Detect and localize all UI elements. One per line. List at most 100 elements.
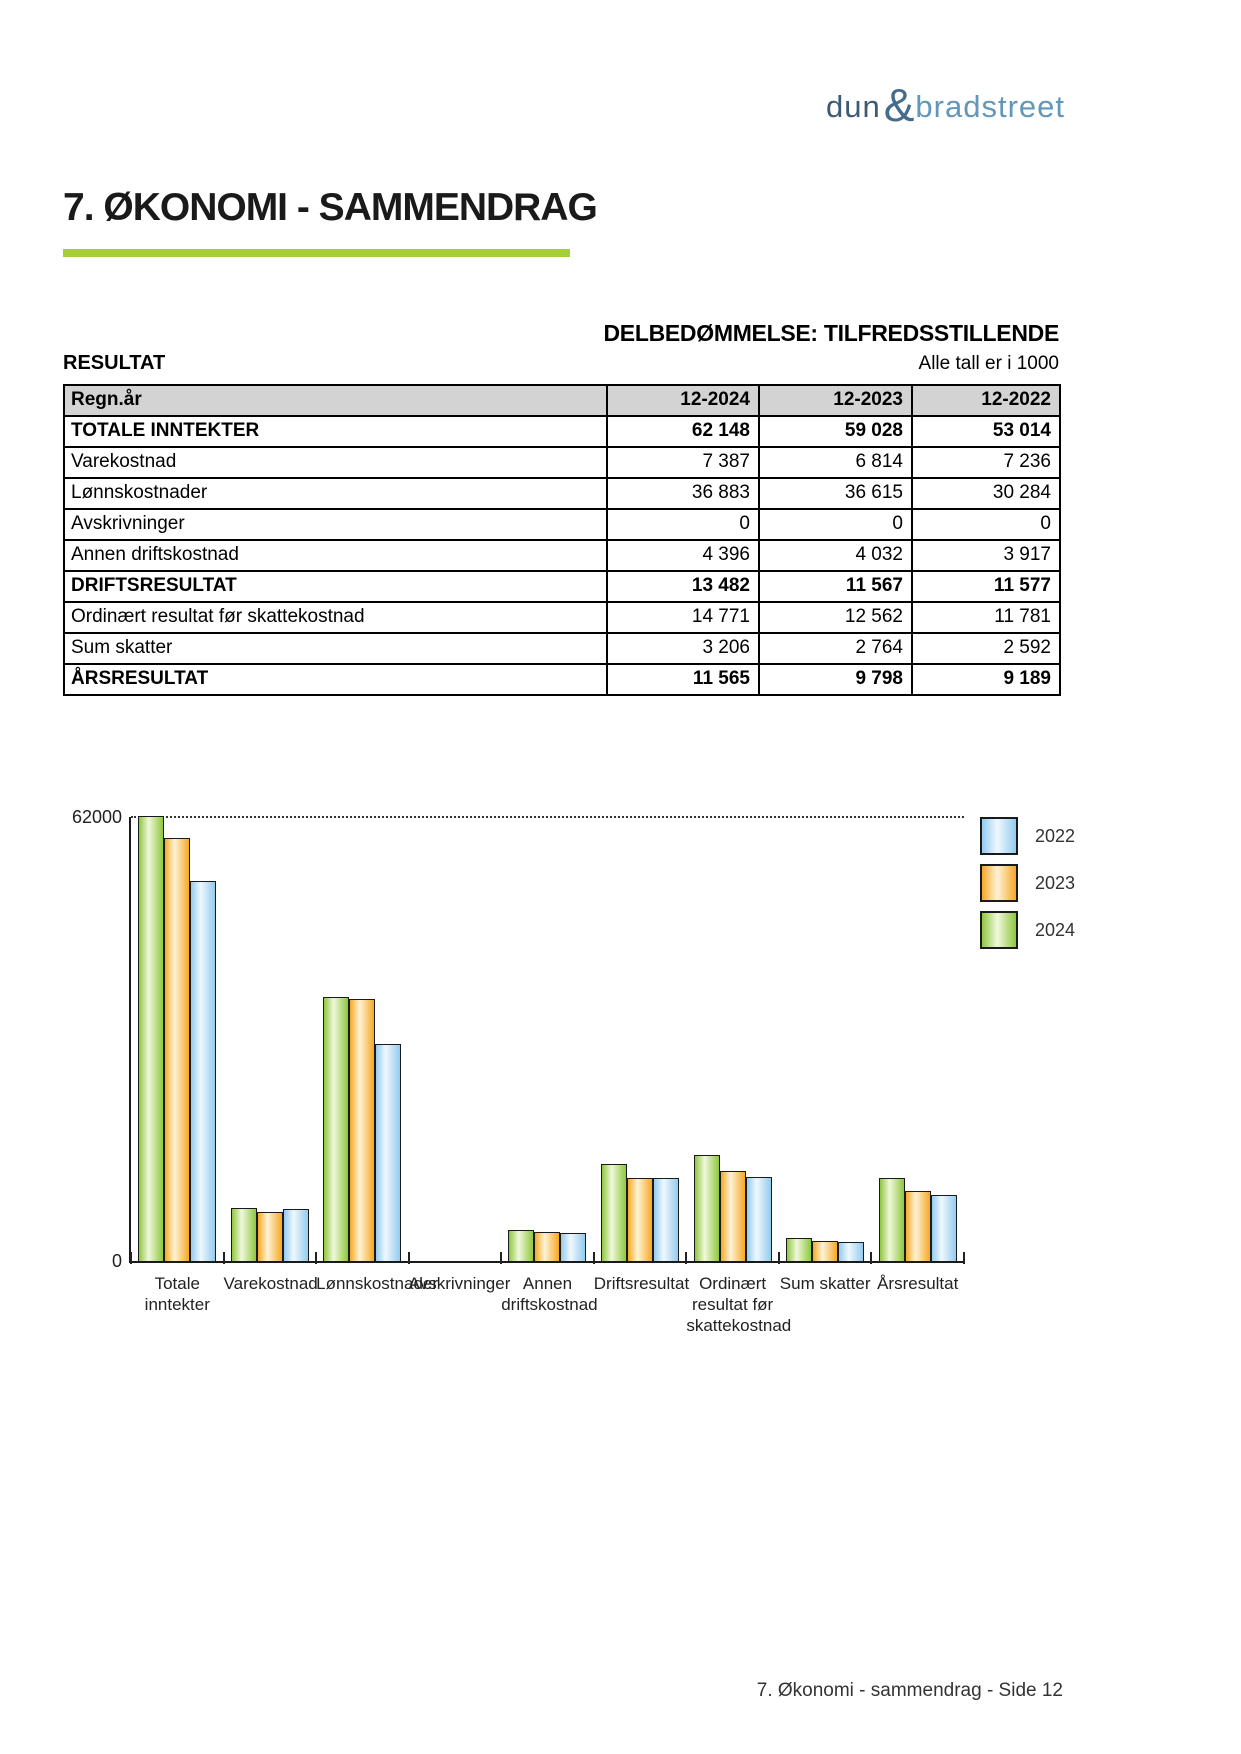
row-value: 4 032 bbox=[758, 539, 913, 572]
legend-label: 2024 bbox=[1035, 919, 1076, 940]
x-axis-tick bbox=[500, 1252, 503, 1264]
bar-2023 bbox=[164, 838, 191, 1261]
table-row: DRIFTSRESULTAT 13 482 11 567 11 577 bbox=[63, 570, 1061, 603]
table-row: ÅRSRESULTAT 11 565 9 798 9 189 bbox=[63, 663, 1061, 696]
legend-item-2022: 2022 bbox=[980, 817, 1076, 855]
bar-2023 bbox=[719, 1171, 746, 1261]
row-value: 62 148 bbox=[606, 415, 760, 448]
x-axis-category-label: Avskrivninger bbox=[408, 1273, 511, 1294]
page-title: 7. ØKONOMI - SAMMENDRAG bbox=[63, 186, 598, 229]
row-value: 30 284 bbox=[911, 477, 1061, 510]
x-axis-label-line: Sum skatter bbox=[779, 1274, 871, 1293]
results-table: Regn.år 12-2024 12-2023 12-2022 TOTALE INNT… bbox=[63, 384, 1061, 696]
bar-group-2 bbox=[224, 817, 317, 1261]
x-axis-tick bbox=[130, 1252, 132, 1264]
row-value: 14 771 bbox=[606, 601, 760, 634]
x-axis-label-line: Lønnskostnader bbox=[316, 1274, 439, 1293]
x-axis-label-line: Ordinært bbox=[699, 1274, 767, 1293]
bar-2022 bbox=[190, 881, 217, 1261]
bar-2022 bbox=[375, 1044, 402, 1261]
gridline-62000 bbox=[131, 816, 964, 818]
bar-group-4 bbox=[409, 817, 502, 1261]
row-value: 7 236 bbox=[911, 446, 1061, 479]
bar-2024 bbox=[786, 1238, 813, 1261]
table-row: Ordinært resultat før skattekostnad 14 77… bbox=[63, 601, 1061, 634]
row-value: 36 883 bbox=[606, 477, 760, 510]
row-label: DRIFTSRESULTAT bbox=[63, 570, 608, 603]
bar-group-6 bbox=[594, 817, 687, 1261]
bar-group-8 bbox=[779, 817, 872, 1261]
row-value: 53 014 bbox=[911, 415, 1061, 448]
row-value: 0 bbox=[758, 508, 913, 541]
x-axis-tick bbox=[870, 1252, 873, 1264]
bar-2024 bbox=[138, 816, 165, 1261]
bar-2024 bbox=[323, 997, 350, 1261]
row-value: 36 615 bbox=[758, 477, 913, 510]
x-axis-category-label: Lønnskostnader bbox=[316, 1273, 439, 1294]
row-value: 0 bbox=[606, 508, 760, 541]
x-axis-label-line: driftskostnad bbox=[501, 1295, 598, 1314]
row-value: 0 bbox=[911, 508, 1061, 541]
title-accent-rule bbox=[63, 249, 570, 257]
bar-2023 bbox=[627, 1178, 654, 1261]
row-value: 3 917 bbox=[911, 539, 1061, 572]
row-label: Sum skatter bbox=[63, 632, 608, 665]
x-axis-label-line: Annen bbox=[522, 1274, 573, 1293]
x-axis-category-label: Annen driftskostnad bbox=[501, 1273, 598, 1315]
x-axis-tick bbox=[315, 1252, 318, 1264]
table-row: Varekostnad 7 387 6 814 7 236 bbox=[63, 446, 1061, 479]
bar-2022 bbox=[838, 1242, 865, 1261]
row-label: TOTALE INNTEKTER bbox=[63, 415, 608, 448]
bar-2024 bbox=[693, 1155, 720, 1261]
page-footer: 7. Økonomi - sammendrag - Side 12 bbox=[756, 1680, 1063, 1701]
x-axis-tick bbox=[222, 1252, 225, 1264]
x-axis-tick bbox=[592, 1252, 595, 1264]
row-label: Varekostnad bbox=[63, 446, 608, 479]
y-axis-zero-label: 0 bbox=[111, 1251, 122, 1271]
legend-item-2024: 2024 bbox=[980, 911, 1076, 949]
row-value: 7 387 bbox=[606, 446, 760, 479]
legend-item-2023: 2023 bbox=[980, 864, 1076, 902]
x-axis-label-line: Totale bbox=[154, 1274, 200, 1293]
bar-2023 bbox=[534, 1232, 561, 1261]
legend-label: 2022 bbox=[1035, 825, 1076, 846]
results-table-body: TOTALE INNTEKTER 62 148 59 028 53 014 Vareko… bbox=[63, 415, 1061, 696]
row-value: 11 781 bbox=[911, 601, 1061, 634]
logo-text-dun: dun bbox=[826, 89, 881, 124]
row-value: 9 798 bbox=[758, 663, 913, 696]
bar-2024 bbox=[878, 1178, 905, 1261]
row-value: 11 565 bbox=[606, 663, 760, 696]
y-axis-line bbox=[129, 817, 131, 1263]
row-label: Annen driftskostnad bbox=[63, 539, 608, 572]
x-axis-label-line: Avskrivninger bbox=[408, 1274, 511, 1293]
x-axis-category-label: Ordinært resultat før skattekostnad bbox=[686, 1273, 791, 1336]
x-axis-category-label: Driftsresultat bbox=[594, 1273, 689, 1294]
legend-label: 2023 bbox=[1035, 872, 1076, 893]
table-header-row: Regn.år 12-2024 12-2023 12-2022 bbox=[63, 384, 1061, 417]
x-axis-label-line: resultat før bbox=[691, 1295, 774, 1314]
bar-2022 bbox=[282, 1209, 309, 1261]
x-axis-category-label: Totale inntekter bbox=[131, 1273, 224, 1315]
logo-ampersand-icon: & bbox=[883, 79, 915, 131]
row-value: 9 189 bbox=[911, 663, 1061, 696]
results-table-header: Regn.år 12-2024 12-2023 12-2022 bbox=[63, 384, 1061, 417]
x-axis-category-label: Varekostnad bbox=[223, 1273, 318, 1294]
y-axis-max-label: 62000 bbox=[71, 807, 122, 827]
row-label: Ordinært resultat før skattekostnad bbox=[63, 601, 608, 634]
x-axis-category-label: Årsresultat bbox=[871, 1273, 964, 1294]
x-axis-tick bbox=[685, 1252, 688, 1264]
section-label: RESULTAT bbox=[63, 352, 166, 374]
x-axis-tick bbox=[963, 1252, 965, 1264]
header-cell-year: 12-2023 bbox=[758, 384, 913, 417]
bar-2024 bbox=[508, 1230, 535, 1261]
x-axis-tick bbox=[407, 1252, 410, 1264]
row-value: 11 567 bbox=[758, 570, 913, 603]
table-row: Sum skatter 3 206 2 764 2 592 bbox=[63, 632, 1061, 665]
row-value: 4 396 bbox=[606, 539, 760, 572]
legend-swatch-2022 bbox=[980, 817, 1018, 855]
bar-group-5 bbox=[501, 817, 594, 1261]
x-axis-label-line: Varekostnad bbox=[223, 1274, 318, 1293]
row-value: 13 482 bbox=[606, 570, 760, 603]
row-value: 59 028 bbox=[758, 415, 913, 448]
